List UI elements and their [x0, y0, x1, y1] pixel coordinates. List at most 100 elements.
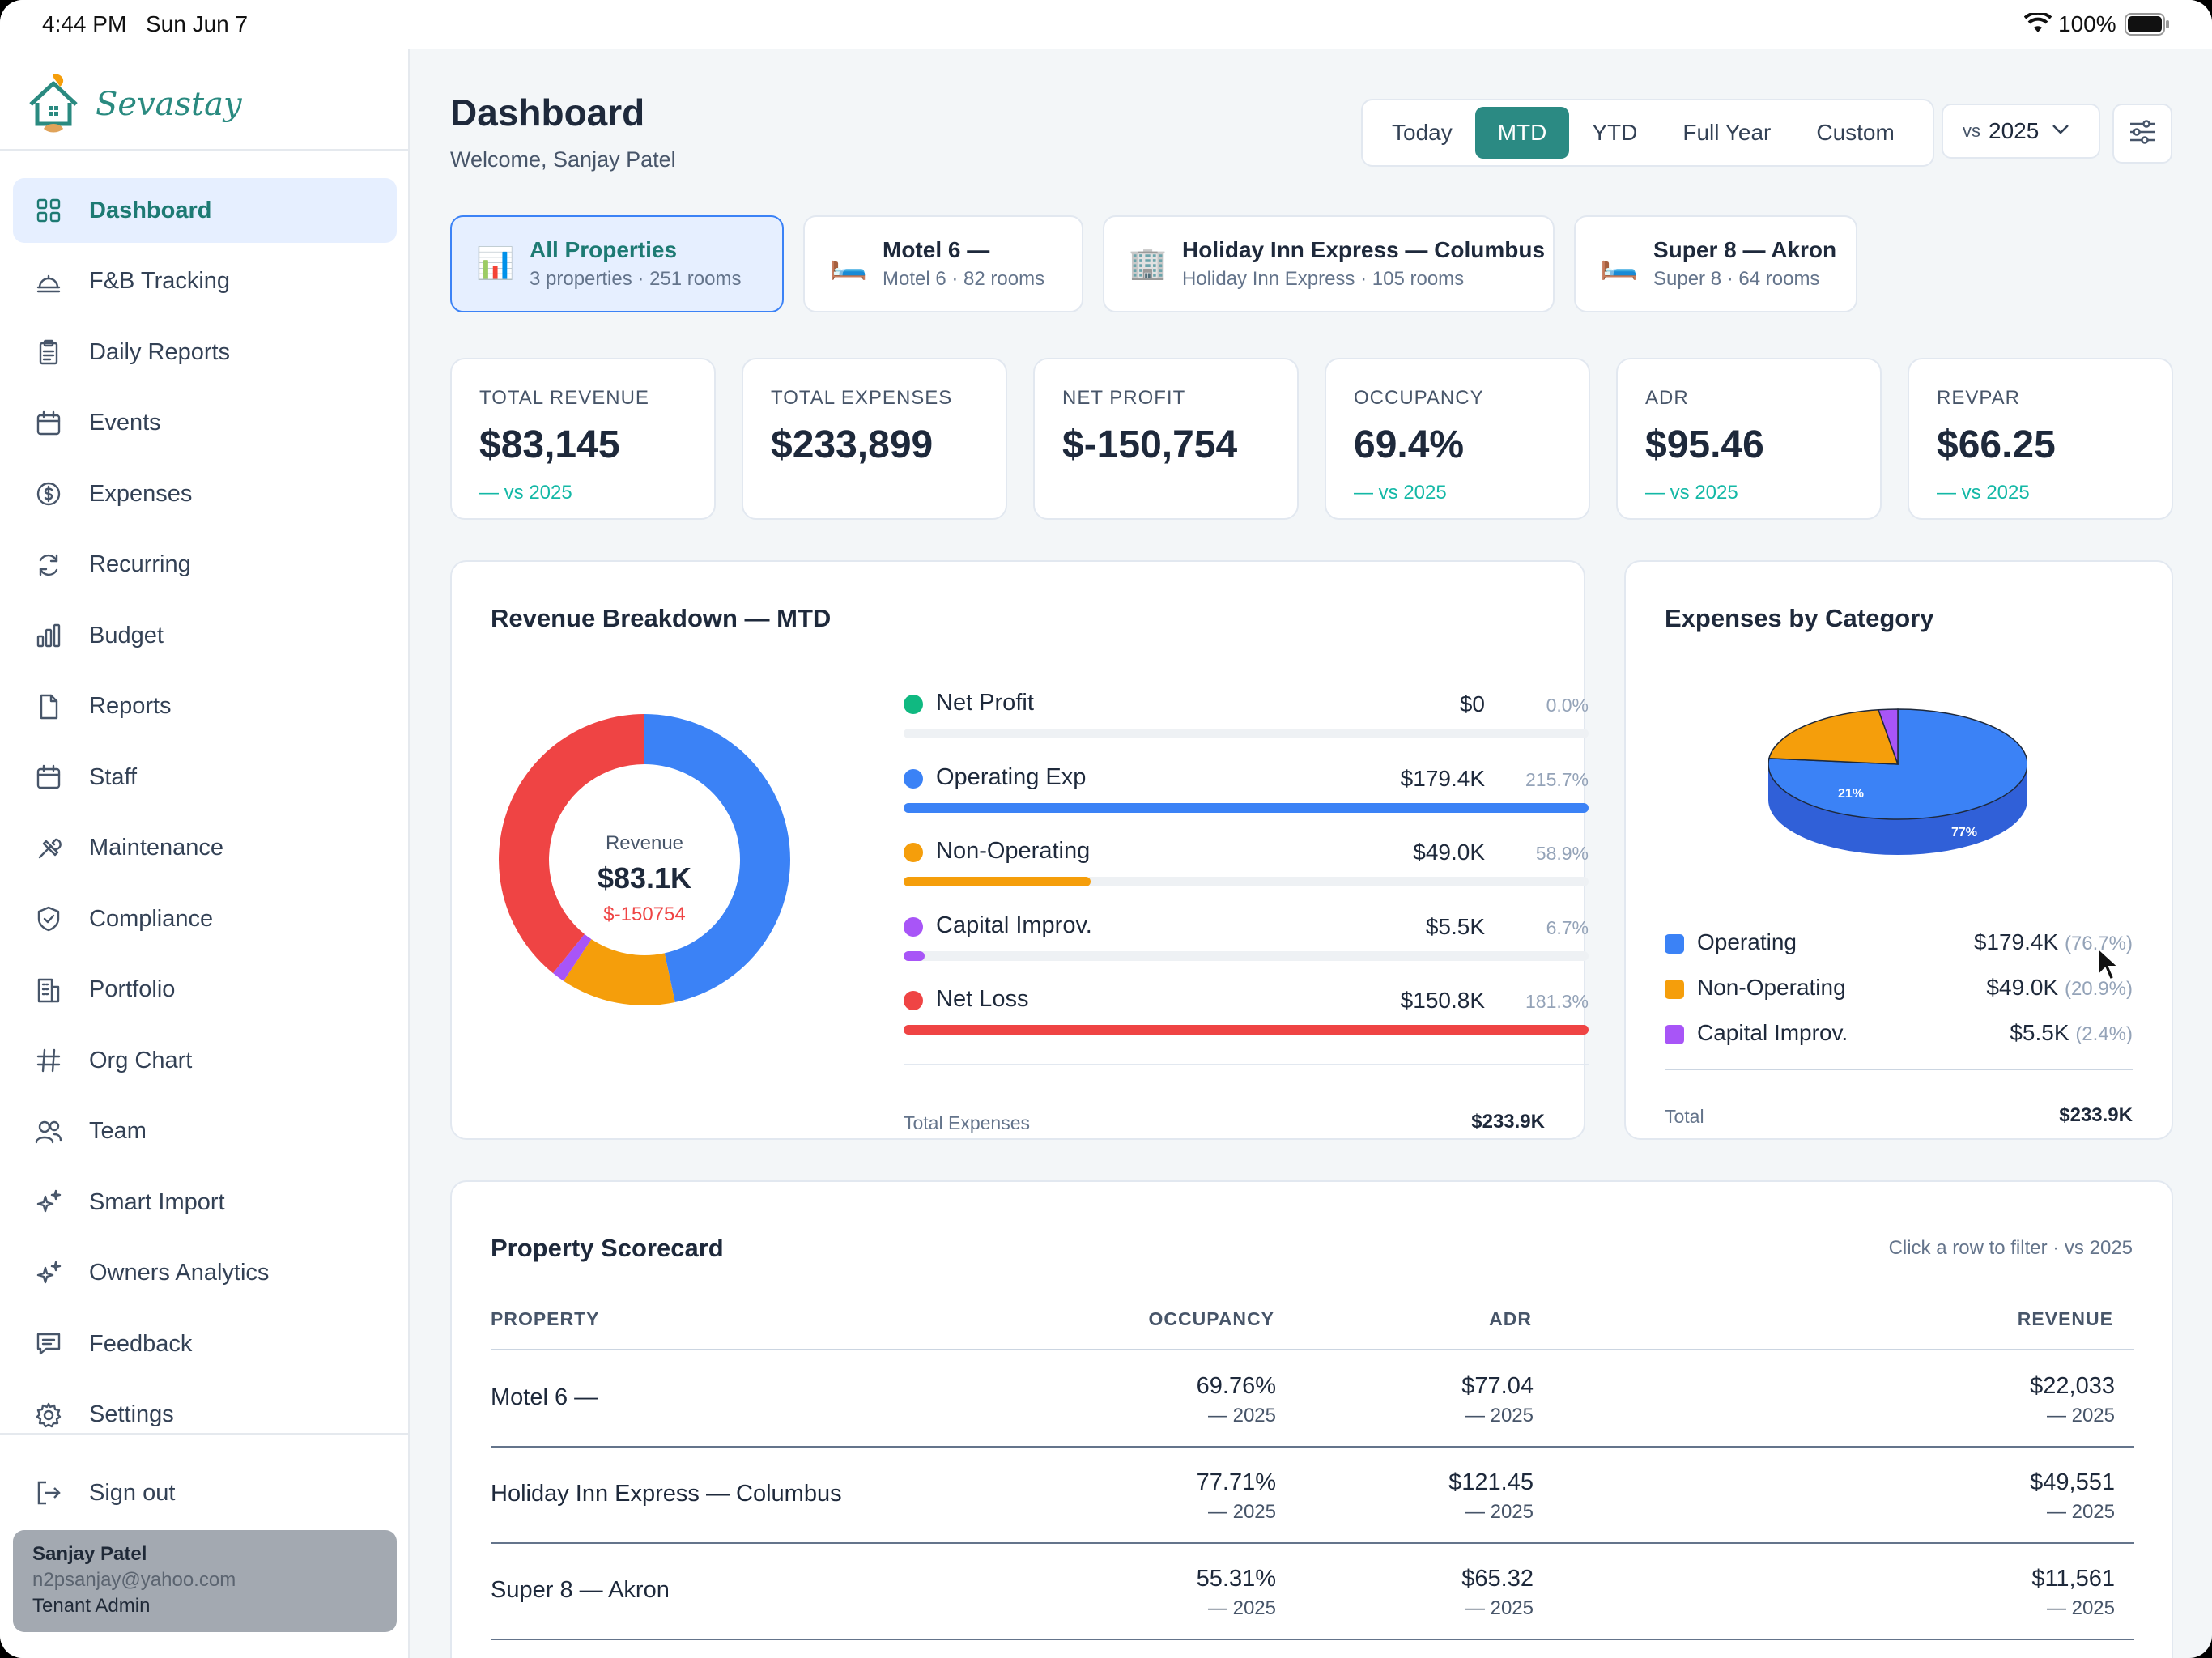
pie-label-non-operating: 21% [1838, 787, 1864, 801]
legend-dot [904, 916, 923, 937]
column-header-occupancy[interactable]: OCCUPANCY [1148, 1308, 1274, 1329]
donut-center-sub: $-150754 [603, 903, 686, 925]
breakdown-label: Net Profit [936, 690, 1034, 716]
sidebar-item-compliance[interactable]: Compliance [13, 886, 397, 951]
kpi-value: $-150,754 [1062, 423, 1238, 466]
legend-dot [904, 768, 923, 789]
column-header-property[interactable]: PROPERTY [491, 1308, 600, 1329]
breakdown-percent: 58.9% [1535, 843, 1589, 864]
property-name: All Properties [530, 237, 678, 262]
kpi-label: OCCUPANCY [1354, 387, 1484, 409]
sidebar-item-feedback[interactable]: Feedback [13, 1312, 397, 1376]
scorecard-title: Property Scorecard [491, 1234, 724, 1262]
breakdown-bar-track [904, 1025, 1589, 1035]
filter-settings-button[interactable] [2112, 104, 2172, 164]
kpi-label: TOTAL REVENUE [479, 387, 649, 409]
kpi-compare: — vs 2025 [1645, 482, 1880, 504]
table-row[interactable]: Holiday Inn Express — Columbus 77.71% — 20… [491, 1448, 2134, 1544]
breakdown-bar-fill [904, 950, 925, 961]
kpi-card-net-profit: NET PROFIT $-150,754 [1033, 358, 1299, 520]
scorecard-adr-cell: $65.32 — 2025 [1461, 1566, 1534, 1620]
column-header-adr[interactable]: ADR [1489, 1308, 1532, 1329]
status-bar: 4:44 PM Sun Jun 7 100% [0, 0, 2212, 49]
property-scorecard-card: Property Scorecard Click a row to filter… [450, 1180, 2173, 1658]
total-divider [904, 1064, 1589, 1065]
revenue-breakdown-row: Net Loss $150.8K 181.3% [904, 980, 1589, 1044]
kpi-compare: — vs 2025 [1354, 482, 1589, 504]
range-mtd-button[interactable]: MTD [1474, 107, 1570, 159]
sidebar-item-label: Settings [89, 1401, 174, 1427]
breakdown-percent: 181.3% [1525, 991, 1589, 1012]
scorecard-adr-cell: $77.04 — 2025 [1461, 1373, 1534, 1427]
range-full-year-button[interactable]: Full Year [1682, 120, 1772, 145]
breakdown-label: Capital Improv. [936, 912, 1092, 938]
user-card[interactable]: Sanjay Patel n2psanjay@yahoo.com Tenant … [13, 1530, 397, 1632]
sidebar-item-reports[interactable]: Reports [13, 674, 397, 739]
breakdown-label: Net Loss [936, 986, 1029, 1012]
revenue-breakdown-title: Revenue Breakdown — MTD [491, 604, 832, 632]
range-ytd-button[interactable]: YTD [1592, 120, 1638, 145]
scorecard-occupancy-value: 77.71% [1196, 1469, 1276, 1495]
category-percent: (2.4%) [2075, 1023, 2133, 1045]
total-expenses-label: Total Expenses [904, 1112, 1030, 1133]
scorecard-occupancy-cell: 77.71% — 2025 [1197, 1469, 1276, 1524]
bar-chart-emoji-icon: 📊 [476, 247, 515, 281]
pie-slice [1877, 708, 1899, 765]
sparkle-icon [32, 1257, 65, 1290]
sidebar-item-owners-analytics[interactable]: Owners Analytics [13, 1241, 397, 1306]
donut-slice [499, 714, 644, 974]
sidebar-item-label: Reports [89, 693, 172, 719]
sidebar-item-portfolio[interactable]: Portfolio [13, 958, 397, 1022]
range-custom-button[interactable]: Custom [1816, 120, 1895, 145]
sidebar-item-budget[interactable]: Budget [13, 603, 397, 668]
property-chip[interactable]: 📊 All Properties 3 properties · 251 rooms [450, 215, 784, 312]
cloche-icon [32, 266, 65, 298]
property-chip[interactable]: 🛏️ Motel 6 — Motel 6 · 82 rooms [803, 215, 1083, 312]
pie-label-operating: 77% [1951, 826, 1977, 840]
sidebar-item-team[interactable]: Team [13, 1099, 397, 1164]
property-chip[interactable]: 🏢 Holiday Inn Express — Columbus Holiday I… [1103, 215, 1555, 312]
table-row[interactable]: Motel 6 —69.76% — 2025 $77.04— 2025 $22,033… [491, 1352, 2134, 1448]
kpi-compare-text: — vs 2025 [1645, 482, 1738, 504]
sidebar-item-dashboard[interactable]: Dashboard [13, 178, 397, 243]
sign-out-icon [32, 1477, 65, 1509]
breakdown-value: $179.4K [1400, 765, 1485, 791]
sign-out-button[interactable]: Sign out [13, 1460, 397, 1525]
calendar-staff-icon [32, 761, 65, 793]
kpi-value: 69.4% [1354, 423, 1465, 466]
scorecard-compare: — 2025 [2046, 1597, 2115, 1619]
brand-logo[interactable]: Sevastay [24, 68, 242, 141]
property-name: Super 8 — Akron [1653, 237, 1837, 262]
table-row[interactable]: Super 8 — Akron 55.31% — 2025 $65.32— 2025 $… [491, 1545, 2134, 1640]
revenue-breakdown-row: Capital Improv. $5.5K 6.7% [904, 906, 1589, 971]
sidebar-item-f-b-tracking[interactable]: F&B Tracking [13, 249, 397, 314]
donut-center-label: Revenue [605, 832, 684, 854]
sidebar-item-recurring[interactable]: Recurring [13, 533, 397, 597]
sidebar-item-label: Staff [89, 763, 138, 790]
scorecard-adr-cell: $121.45 — 2025 [1448, 1469, 1534, 1524]
breakdown-bar-track [904, 877, 1589, 886]
range-today-button[interactable]: Today [1392, 120, 1453, 145]
revenue-breakdown-card: Revenue Breakdown — MTD Revenue $83.1K $… [450, 560, 1589, 1140]
sidebar-item-settings[interactable]: Settings [13, 1383, 397, 1448]
column-header-revenue[interactable]: REVENUE [2017, 1308, 2113, 1329]
property-chip[interactable]: 🛏️ Super 8 — Akron Super 8 · 64 rooms [1574, 215, 1857, 312]
sidebar-item-staff[interactable]: Staff [13, 745, 397, 810]
wifi-icon [2023, 11, 2052, 38]
sidebar-item-events[interactable]: Events [13, 391, 397, 456]
breakdown-bar-fill [904, 802, 1589, 813]
sidebar-item-org-chart[interactable]: Org Chart [13, 1028, 397, 1093]
sidebar-item-expenses[interactable]: Expenses [13, 461, 397, 526]
sidebar-item-smart-import[interactable]: Smart Import [13, 1170, 397, 1235]
bed-emoji-icon: 🛏️ [1600, 247, 1639, 281]
donut-center-value: $83.1K [597, 861, 692, 895]
sidebar-item-daily-reports[interactable]: Daily Reports [13, 320, 397, 385]
scorecard-revenue-cell: $22,033 — 2025 [2030, 1373, 2115, 1427]
scorecard-adr-value: $77.04 [1461, 1373, 1534, 1399]
sidebar-divider [0, 1433, 410, 1435]
sidebar-item-maintenance[interactable]: Maintenance [13, 816, 397, 881]
battery-percent: 100% [2058, 11, 2116, 36]
category-value-group: $5.5K (2.4%) [2010, 1020, 2133, 1046]
donut-slice [564, 939, 675, 1005]
compare-year-select[interactable]: vs 2025 [1942, 104, 2100, 159]
